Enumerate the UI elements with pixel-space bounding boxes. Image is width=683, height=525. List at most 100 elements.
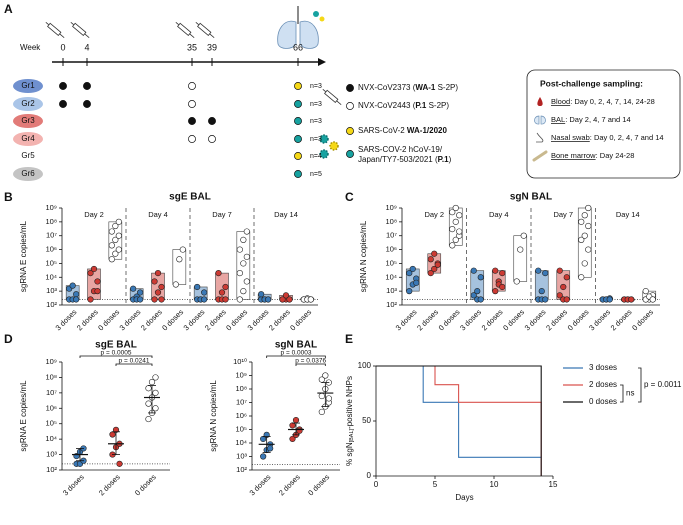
data-point: [289, 422, 296, 429]
data-point: [94, 288, 101, 295]
data-point: [578, 274, 585, 281]
text-part: NVX-CoV2443 (: [358, 101, 416, 110]
schedule-dot: [208, 117, 216, 125]
y-tick-label: 50: [362, 416, 371, 425]
y-tick-label: 10⁴: [45, 272, 57, 281]
syringes: [45, 21, 342, 106]
schedule-dot: [294, 152, 302, 160]
data-point: [427, 256, 434, 263]
sampling-item: Nasal swab: Day 0, 2, 4, 7 and 14: [551, 133, 664, 142]
x-tick-label: 2 doses: [139, 307, 164, 332]
y-tick-label: 10³: [46, 450, 57, 459]
data-point: [90, 265, 98, 273]
y-axis-label: sgRNA E copies/mL: [19, 220, 28, 292]
data-point: [499, 283, 506, 291]
data-point: [267, 445, 274, 452]
x-tick-label: 0 doses: [288, 307, 313, 332]
data-point: [296, 427, 303, 434]
x-tick-label: 3 doses: [246, 307, 271, 332]
y-tick-label: 10²: [386, 300, 397, 309]
data-point: [236, 246, 243, 253]
facet-label: Day 2: [424, 210, 444, 219]
legend-dot: [346, 150, 354, 158]
y-tick-label: 10⁷: [236, 397, 247, 406]
y-tick-label: 10⁶: [46, 403, 57, 412]
legend-label: 2 doses: [589, 380, 617, 389]
y-tick-label: 10⁵: [386, 258, 397, 267]
data-point: [517, 246, 524, 253]
step-line: [376, 365, 542, 476]
y-tick-label: 10³: [386, 286, 397, 295]
comparison-bracket: [266, 355, 326, 358]
y-tick-label: 10³: [46, 286, 57, 295]
group-label: Gr4: [21, 134, 35, 143]
virus-icons: [319, 134, 339, 159]
data-point: [243, 278, 250, 285]
data-point: [87, 296, 94, 303]
data-point: [73, 291, 80, 298]
legend-dot: [346, 84, 354, 92]
comparison-bracket: [638, 367, 642, 403]
p-value: p = 0.0003: [281, 350, 312, 357]
data-point: [201, 296, 208, 303]
data-point: [116, 460, 123, 467]
x-tick-label: 2 doses: [415, 307, 440, 332]
panel-label: D: [4, 332, 13, 346]
comparison-bracket: [115, 363, 153, 366]
x-tick-label: 3 doses: [61, 472, 86, 497]
data-point: [513, 278, 520, 285]
y-tick-label: 10⁶: [236, 411, 247, 420]
data-point: [449, 209, 456, 216]
data-point: [115, 246, 122, 253]
data-point: [431, 250, 438, 257]
data-point: [69, 282, 76, 289]
p-value: p = 0.0376: [295, 358, 326, 365]
y-tick-label: 10³: [236, 451, 247, 460]
y-tick-label: 10¹⁰: [233, 357, 247, 366]
facet-label: Day 4: [489, 210, 509, 219]
text-part: : Day 2, 4, 7 and 14: [565, 115, 630, 124]
chart-title: sgN BAL: [510, 192, 552, 203]
y-tick-label: 10⁵: [236, 424, 247, 433]
text-part: SARS-CoV-2: [358, 126, 407, 135]
data-point: [112, 222, 119, 230]
y-tick-label: 10⁶: [386, 245, 397, 254]
legend-text: SARS-CoV-2 WA-1/2020: [358, 126, 447, 135]
data-point: [581, 260, 588, 267]
legend-text: NVX-CoV2373 (WA-1 S-2P): [358, 83, 458, 92]
x-tick-label: 2 doses: [267, 307, 292, 332]
sampling-title: Post-challenge sampling:: [540, 78, 643, 88]
data-point: [649, 296, 656, 303]
nose-icon: [536, 132, 544, 143]
blood-icon: [537, 97, 543, 106]
data-point: [108, 228, 115, 235]
x-tick-label: 3 doses: [248, 472, 273, 497]
text-part: WA-1/2020: [407, 126, 448, 135]
data-point: [130, 285, 137, 292]
text-part: S-2P): [435, 83, 458, 92]
data-point: [137, 289, 144, 296]
x-tick-label: 3 doses: [54, 307, 79, 332]
text-part: Bone marrow: [551, 151, 596, 160]
y-axis-label: sgRNA N copies/mL: [359, 220, 368, 292]
text-part: WA-1: [415, 83, 436, 92]
sampling-item: Bone marrow: Day 24-28: [551, 151, 634, 160]
group-badge: [13, 79, 43, 93]
data-point: [581, 232, 588, 239]
data-point: [585, 222, 592, 230]
data-point: [112, 250, 119, 257]
schedule-dot: [294, 82, 302, 90]
text-part: Blood: [551, 97, 570, 106]
y-tick-label: 10²: [46, 300, 57, 309]
data-point: [215, 270, 222, 277]
text-part: SARS-COV-2 hCoV-19/: [358, 145, 443, 154]
data-point: [563, 296, 570, 303]
data-point: [112, 236, 119, 243]
range-box: [172, 249, 187, 285]
data-point: [452, 236, 459, 243]
y-tick-label: 10⁸: [235, 384, 247, 393]
text-part: NVX-CoV2373 (: [358, 83, 416, 92]
group-n: n=3: [310, 83, 322, 90]
chart-title: sgN BAL: [275, 340, 317, 351]
